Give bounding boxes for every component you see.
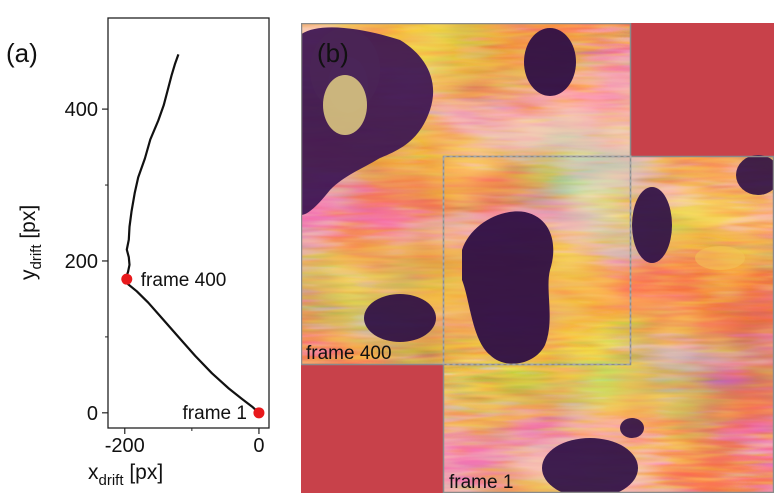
x-axis: -200 0	[105, 428, 265, 457]
panel-a-label: (a)	[6, 38, 38, 68]
panel-b: frame 400 frame 1 (b)	[301, 23, 774, 493]
y-axis-label: ydrift [px]	[17, 205, 45, 280]
panel-b-label: (b)	[317, 38, 349, 68]
y-tick-label: 400	[65, 99, 98, 121]
marker-layer: frame 1 frame 400	[121, 270, 265, 424]
x-tick-label: 0	[253, 435, 264, 457]
marker-point	[253, 407, 265, 419]
plot-frame	[107, 17, 270, 429]
x-axis-label: xdrift [px]	[88, 461, 163, 489]
marker-point	[121, 273, 133, 285]
frame-1-image: frame 1	[443, 155, 774, 493]
marker-label: frame 1	[183, 403, 247, 424]
panel-a: (a) 0 200 400 -200 0 frame 1 frame 400 xdrif…	[6, 17, 270, 489]
overlap-region	[442, 155, 632, 366]
y-tick-label: 0	[87, 403, 98, 425]
afm-image-mosaic: frame 400 frame 1	[301, 23, 774, 493]
frame-400-label: frame 400	[306, 343, 392, 364]
drift-trajectory-line	[123, 54, 260, 414]
marker-label: frame 400	[141, 270, 227, 291]
series-layer	[123, 54, 260, 414]
padding-bottom-left	[301, 365, 443, 493]
x-tick-label: -200	[105, 435, 145, 457]
y-axis: 0 200 400	[65, 99, 108, 425]
frame-1-label: frame 1	[449, 472, 513, 493]
y-tick-label: 200	[65, 251, 98, 273]
padding-top-right	[630, 23, 774, 156]
